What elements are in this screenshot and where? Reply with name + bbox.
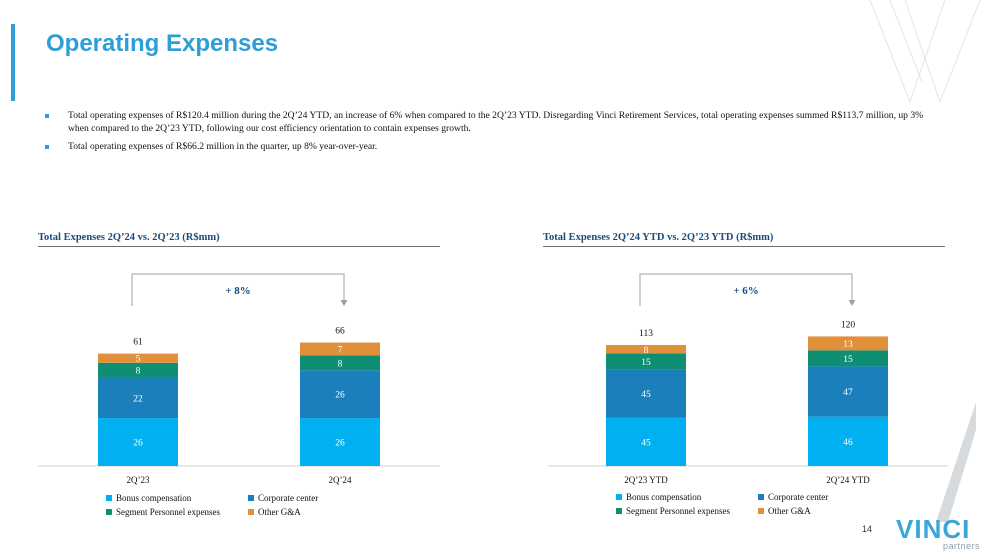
bar-segment-other [300, 342, 380, 356]
legend-swatch-other [758, 508, 764, 514]
legend-item-segment: Segment Personnel expenses [616, 506, 730, 516]
decorative-lines [869, 0, 981, 104]
chart-title-ytd: Total Expenses 2Q’24 YTD vs. 2Q’23 YTD (… [543, 232, 774, 243]
page-number: 14 [862, 524, 873, 534]
legend-swatch-other [248, 509, 254, 515]
growth-arrow-icon [848, 300, 856, 306]
data-label: 26 [335, 439, 345, 449]
data-label: 47 [843, 388, 853, 398]
total-label: 120 [841, 320, 856, 330]
bar-segment-other [808, 336, 888, 351]
growth-arrow-icon [340, 300, 348, 306]
bar-segment-corporate [300, 370, 380, 419]
legend-label: Segment Personnel expenses [626, 506, 730, 516]
bullet-item: Total operating expenses of R$120.4 mill… [44, 110, 939, 135]
bar-segment-segment [300, 355, 380, 371]
legend-swatch-segment [616, 508, 622, 514]
growth-label: + 8% [225, 285, 251, 297]
data-label: 8 [644, 346, 649, 356]
summary-bullets: Total operating expenses of R$120.4 mill… [44, 110, 939, 160]
logo-subtitle: partners [942, 541, 980, 551]
legend-swatch-segment [106, 509, 112, 515]
legend-label: Corporate center [258, 493, 319, 503]
legend-item-other: Other G&A [758, 506, 811, 516]
bar-segment-corporate [606, 369, 686, 418]
bar-segment-bonus [606, 417, 686, 466]
legend-label: Segment Personnel expenses [116, 507, 220, 517]
growth-bracket [131, 273, 345, 306]
bar-segment-bonus [808, 416, 888, 466]
chart-title-rule [543, 246, 945, 247]
title-accent-bar [11, 24, 15, 101]
total-label: 66 [335, 327, 345, 337]
category-label: 2Q’23 YTD [624, 475, 668, 485]
data-label: 46 [843, 438, 853, 448]
bar-segment-corporate [808, 366, 888, 417]
data-label: 15 [641, 358, 651, 368]
data-label: 15 [843, 355, 853, 365]
bullet-item: Total operating expenses of R$66.2 milli… [44, 141, 939, 154]
bar-segment-bonus [300, 418, 380, 466]
legend-swatch-corporate [248, 495, 254, 501]
legend-swatch-bonus [106, 495, 112, 501]
data-label: 7 [338, 345, 343, 355]
legend-label: Corporate center [768, 492, 829, 502]
data-label: 8 [338, 359, 343, 369]
total-label: 61 [133, 338, 143, 348]
legend-swatch-corporate [758, 494, 764, 500]
legend-label: Other G&A [258, 507, 301, 517]
data-label: 8 [136, 367, 141, 377]
chart-title-rule [38, 246, 440, 247]
legend-item-bonus: Bonus compensation [106, 493, 191, 503]
bar-segment-bonus [98, 418, 178, 466]
category-label: 2Q’23 [127, 475, 150, 485]
category-label: 2Q’24 [329, 475, 352, 485]
legend-item-corporate: Corporate center [248, 493, 318, 503]
chart-title-quarter: Total Expenses 2Q’24 vs. 2Q’23 (R$mm) [38, 232, 220, 243]
category-label: 2Q’24 YTD [826, 475, 870, 485]
data-label: 45 [641, 390, 651, 400]
bar-segment-corporate [98, 377, 178, 419]
legend-item-segment: Segment Personnel expenses [106, 507, 220, 517]
logo-slash-icon [936, 402, 976, 522]
page-title: Operating Expenses [46, 30, 279, 57]
bar-segment-other [98, 353, 178, 363]
total-label: 113 [639, 329, 653, 339]
vinci-logo: VINCI partners [896, 402, 988, 554]
legend-item-other: Other G&A [248, 507, 301, 517]
data-label: 13 [843, 340, 853, 350]
data-label: 26 [133, 439, 143, 449]
bar-segment-segment [606, 353, 686, 370]
bar-segment-segment [808, 350, 888, 367]
data-label: 22 [133, 394, 143, 404]
logo-wordmark: VINCI [896, 514, 971, 544]
chart-quarter: 26 22 8 5 61 2Q’23 26 26 8 7 66 2Q’24 + 8% [38, 273, 440, 485]
bar-segment-other [606, 344, 686, 354]
legend-item-corporate: Corporate center [758, 492, 828, 502]
data-label: 45 [641, 438, 651, 448]
chart-ytd: 45 45 15 8 113 2Q’23 YTD 46 47 15 13 120 2Q’24 YTD +… [548, 273, 948, 485]
legend-item-bonus: Bonus compensation [616, 492, 701, 502]
growth-label: + 6% [733, 285, 759, 297]
legend-label: Other G&A [768, 506, 811, 516]
data-label: 5 [136, 355, 141, 365]
legend-label: Bonus compensation [626, 492, 702, 502]
legend-label: Bonus compensation [116, 493, 192, 503]
legend-swatch-bonus [616, 494, 622, 500]
data-label: 26 [335, 391, 345, 401]
bar-segment-segment [98, 362, 178, 378]
growth-bracket [639, 273, 853, 306]
